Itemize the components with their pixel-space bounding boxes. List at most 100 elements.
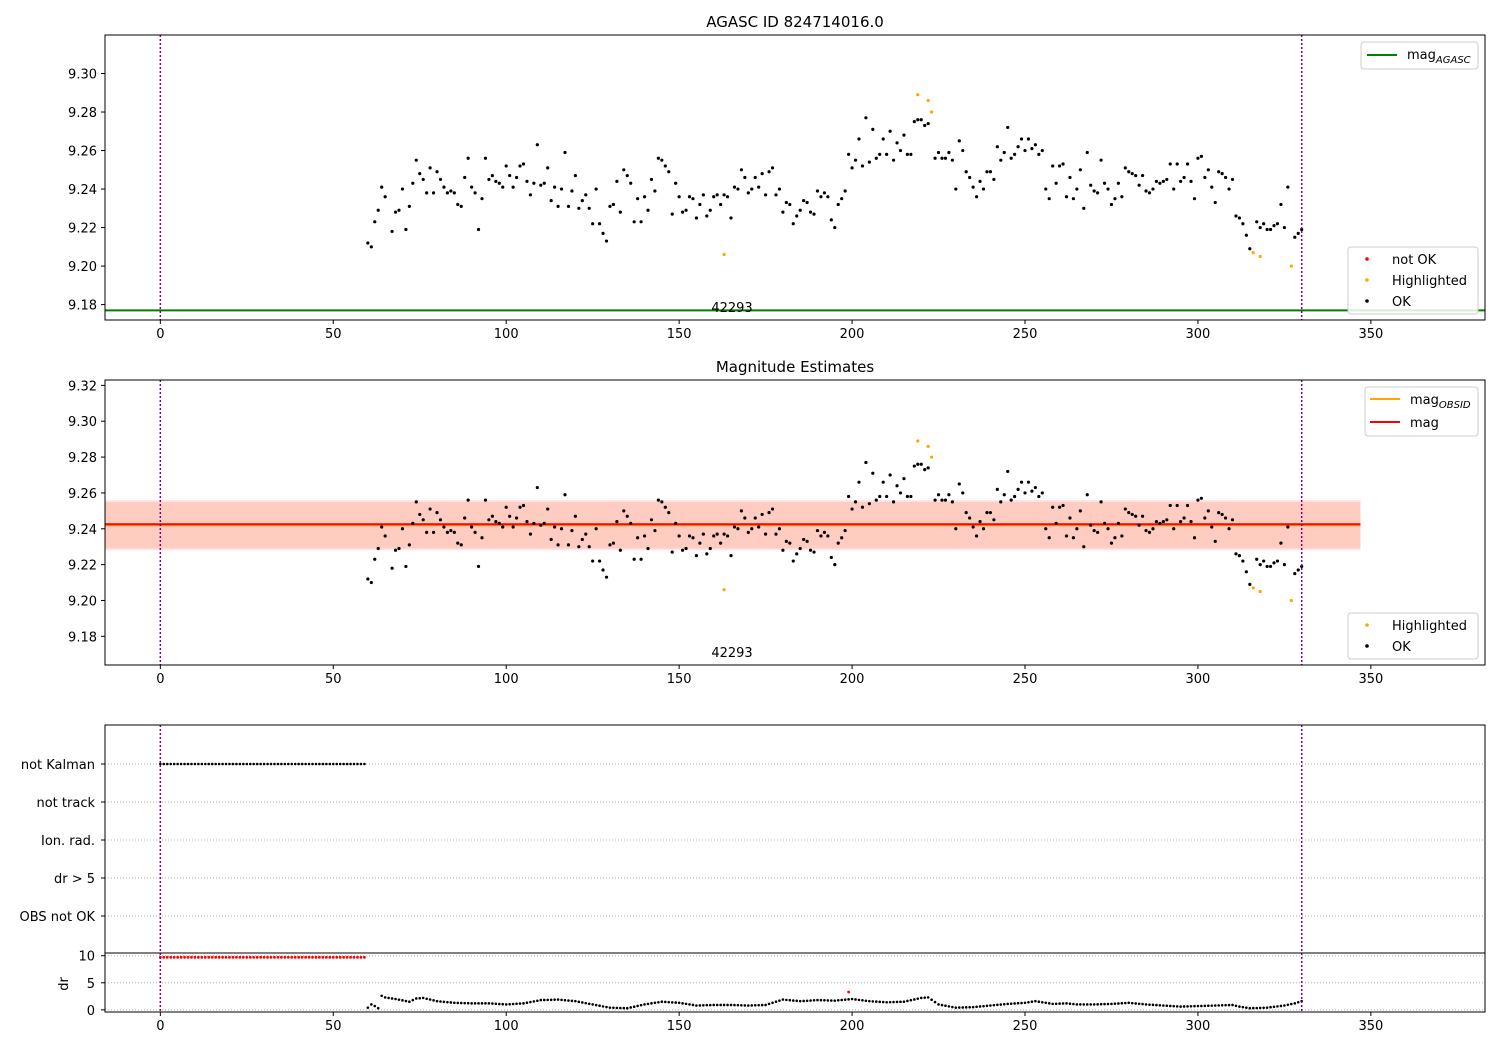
ok-point [943, 498, 948, 502]
ok-point [442, 525, 446, 529]
highlighted-point [916, 93, 920, 97]
dr-ok-point [1047, 1002, 1051, 1005]
ok-point [393, 210, 398, 214]
ok-point [971, 525, 975, 529]
ok-point [646, 208, 650, 212]
ok-point [1185, 162, 1190, 166]
ok-point [815, 189, 820, 193]
dr-ok-point [646, 1002, 650, 1006]
dr-ok-point [930, 998, 933, 1002]
dr-not-ok-point [283, 955, 287, 959]
x-tick-label: 50 [325, 1019, 342, 1034]
dr-ok-point [968, 1005, 971, 1009]
dr-ok-point [1224, 1003, 1227, 1007]
dr-ok-point [491, 1002, 494, 1005]
not-kalman-point [356, 762, 359, 766]
x-tick-label: 0 [156, 672, 164, 687]
dr-ok-point [1234, 1004, 1238, 1008]
not-kalman-point [197, 762, 200, 766]
dr-ok-point [878, 1000, 882, 1004]
dr-ok-point [549, 998, 553, 1002]
not-kalman-point [314, 762, 318, 766]
y-tick-label: 9.32 [68, 379, 97, 394]
dr-ok-point [1096, 1003, 1099, 1006]
ok-point [393, 548, 398, 552]
ok-point [691, 197, 695, 201]
ok-point [1082, 545, 1086, 549]
dr-not-ok-point [207, 955, 211, 959]
dr-ok-point [885, 1000, 888, 1004]
ok-point [504, 164, 508, 168]
dr-ok-point [625, 1006, 629, 1010]
dr-ok-point [736, 1003, 740, 1007]
ok-point [777, 527, 782, 531]
dr-ok-point [480, 1002, 484, 1005]
dr-ok-point [667, 1000, 671, 1004]
ok-point [1130, 172, 1134, 176]
ok-point [670, 212, 674, 216]
ok-point [940, 498, 944, 502]
ok-point [802, 199, 806, 203]
ok-point [802, 537, 806, 542]
dr-ok-point [1137, 1002, 1141, 1006]
ok-point [722, 193, 726, 197]
ok-point [1175, 162, 1179, 166]
ok-point [1210, 525, 1214, 529]
dr-not-ok-point [286, 955, 290, 959]
dr-ok-point [1106, 1002, 1110, 1006]
ok-point [687, 534, 692, 538]
not-kalman-point [300, 762, 304, 766]
ok-point [452, 530, 456, 534]
ok-point [957, 482, 961, 486]
dr-ok-point [823, 999, 826, 1002]
y-tick-label: 5 [87, 977, 95, 992]
dr-ok-point [421, 996, 425, 1000]
dr-not-ok-point [235, 955, 238, 959]
dr-ok-point [567, 999, 570, 1002]
ok-point [404, 227, 408, 232]
dr-ok-point [861, 999, 864, 1002]
axes-frame [104, 724, 1486, 954]
dr-ok-point [456, 1001, 460, 1005]
panel-magnitude-estimates: Magnitude Estimates 0 50 100 150 200 250 300 35… [68, 358, 1486, 687]
ok-point [680, 210, 685, 214]
dr-ok-point [971, 1005, 975, 1009]
axes-frame [104, 952, 1486, 1013]
ok-point [808, 210, 813, 214]
ok-point [449, 189, 453, 193]
dr-ok-point [1141, 1002, 1144, 1006]
dr-ok-point [1144, 1003, 1148, 1006]
dr-ok-point [999, 1003, 1003, 1006]
ok-point [632, 557, 636, 561]
ok-point [1092, 189, 1096, 193]
ok-point [566, 543, 571, 547]
dr-ok-point [580, 1001, 584, 1004]
dr-ok-point [1089, 1003, 1093, 1006]
dr-not-ok-point [300, 955, 304, 959]
dr-ok-point [1286, 1003, 1290, 1007]
ok-point [1300, 227, 1304, 232]
dr-ok-point [636, 1004, 639, 1008]
highlighted-point [722, 588, 726, 592]
dr-ok-point [1179, 1005, 1182, 1008]
ok-point [1030, 147, 1034, 151]
not-kalman-point [349, 762, 352, 766]
ok-point [1071, 536, 1076, 540]
dr-ok-point [996, 1003, 999, 1007]
ok-point [1279, 202, 1283, 207]
ok-point [857, 137, 861, 141]
ok-point [494, 520, 498, 524]
ok-point [369, 245, 373, 249]
dr-ok-point [816, 998, 819, 1002]
ok-point [1009, 156, 1013, 160]
dr-ok-point [1231, 1003, 1234, 1007]
dr-not-ok-point [356, 955, 359, 959]
ok-point [1234, 214, 1238, 218]
ok-point [383, 195, 387, 199]
ok-point [611, 541, 616, 545]
ok-point [421, 177, 425, 182]
dr-ok-point [1200, 1004, 1203, 1008]
dr-ok-point [978, 1005, 982, 1008]
ok-point [746, 530, 750, 534]
ok-point [660, 500, 664, 504]
